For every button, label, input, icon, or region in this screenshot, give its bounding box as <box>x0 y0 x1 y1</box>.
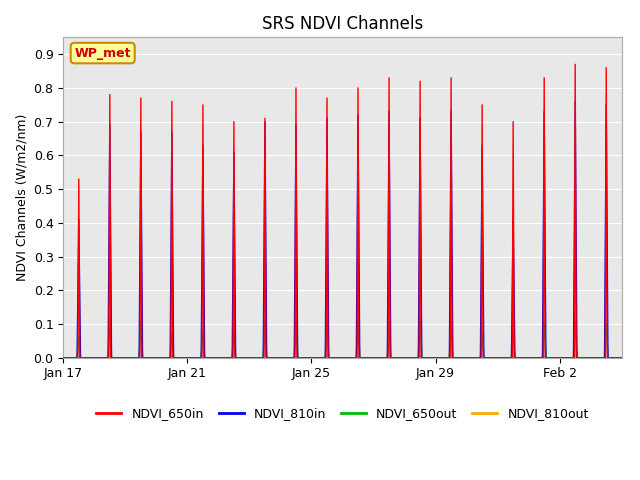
Text: WP_met: WP_met <box>74 47 131 60</box>
Title: SRS NDVI Channels: SRS NDVI Channels <box>262 15 423 33</box>
Y-axis label: NDVI Channels (W/m2/nm): NDVI Channels (W/m2/nm) <box>15 114 28 281</box>
Legend: NDVI_650in, NDVI_810in, NDVI_650out, NDVI_810out: NDVI_650in, NDVI_810in, NDVI_650out, NDV… <box>92 403 594 425</box>
